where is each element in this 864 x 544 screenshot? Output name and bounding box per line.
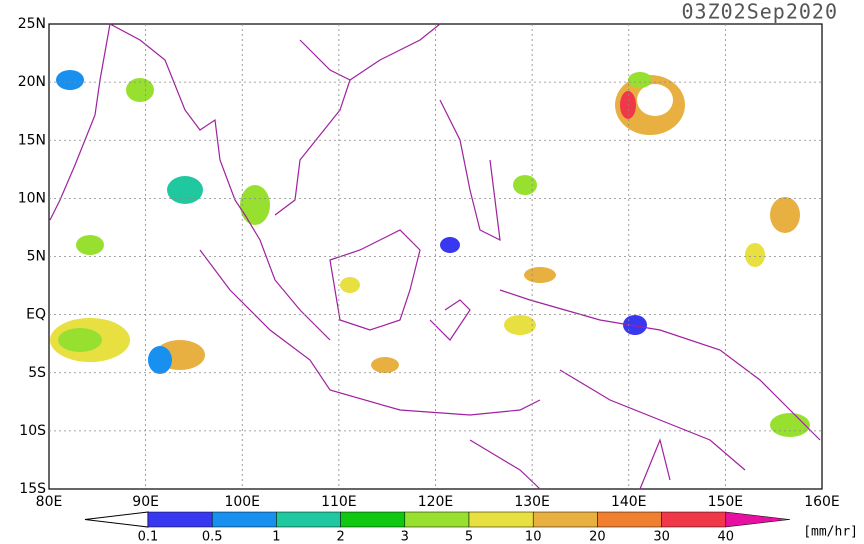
colorbar-level: 20 [589,530,606,544]
lat-label: 20N [18,74,46,90]
colorbar-level: 0.5 [202,530,223,544]
lat-label: EQ [26,307,46,323]
lon-label: 90E [132,494,159,510]
lon-label: 150E [708,494,744,510]
lon-label: 110E [321,494,357,510]
colorbar-cell [276,511,341,528]
colorbar-level: 30 [653,530,670,544]
lon-label: 130E [514,494,550,510]
rain-areas [50,70,810,437]
colorbar-cell [597,511,662,528]
colorbar: 0.1 0.5 1 2 3 5 10 20 30 40 [mm/hr] [84,511,858,544]
lat-label: 15N [18,132,46,148]
lon-label: 80E [36,494,63,510]
lon-label: 160E [804,494,840,510]
lat-label: 15S [19,481,46,497]
lat-label: 10N [18,190,46,206]
colorbar-cell [211,511,277,528]
colorbar-level: 3 [401,530,409,544]
colorbar-cell [532,511,598,528]
lon-label: 120E [418,494,454,510]
coastlines [49,23,821,490]
colorbar-unit: [mm/hr] [803,525,858,540]
colorbar-low-arrow [84,511,149,528]
colorbar-cell [404,511,470,528]
timestamp: 03Z02Sep2020 [682,0,839,24]
grid [49,24,822,489]
lon-label: 140E [611,494,647,510]
colorbar-level: 1 [272,530,280,544]
colorbar-level: 2 [336,530,344,544]
lat-label: 10S [19,423,46,439]
colorbar-level: 40 [718,530,735,544]
colorbar-cell [468,511,534,528]
colorbar-cell [340,511,406,528]
lon-label: 100E [224,494,260,510]
colorbar-level: 0.1 [138,530,159,544]
colorbar-cell [661,511,727,528]
lat-label: 25N [18,16,46,32]
colorbar-cell [147,511,213,528]
lat-label: 5S [28,365,46,381]
lat-label: 5N [27,249,46,265]
colorbar-high-arrow [725,511,790,528]
colorbar-level: 5 [465,530,473,544]
colorbar-level: 10 [525,530,542,544]
